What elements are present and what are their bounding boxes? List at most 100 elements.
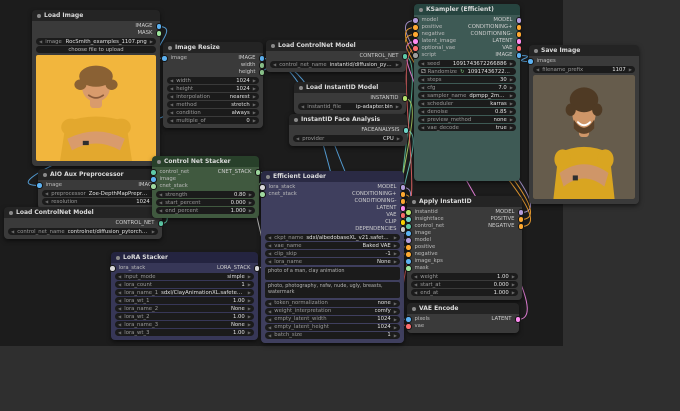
input-port-negative[interactable] bbox=[412, 31, 419, 38]
input-port-script[interactable] bbox=[412, 52, 419, 59]
arrow-left-icon[interactable]: ◀ bbox=[170, 94, 174, 99]
input-port-positive[interactable] bbox=[405, 244, 412, 251]
arrow-right-icon[interactable]: ▶ bbox=[248, 200, 252, 205]
widget-lora_name_1[interactable]: ◀ lora_name_1 sdxl/ClayAnimationXL.safeten… bbox=[115, 289, 254, 296]
widget-lora_name[interactable]: ◀ lora_name None ▶ bbox=[265, 258, 400, 265]
widget-provider[interactable]: ◀ provider CPU ▶ bbox=[293, 135, 403, 142]
arrow-left-icon[interactable]: ◀ bbox=[414, 274, 418, 279]
node-efficient-loader[interactable]: Efficient Loader lora_stack MODEL cnet_stac… bbox=[259, 171, 406, 343]
arrow-left-icon[interactable]: ◀ bbox=[45, 199, 49, 204]
collapse-dot-icon[interactable] bbox=[43, 172, 47, 177]
arrow-right-icon[interactable]: ▶ bbox=[395, 62, 399, 67]
output-port-MODEL[interactable] bbox=[515, 17, 522, 24]
collapse-dot-icon[interactable] bbox=[419, 7, 423, 12]
output-port-CONDITIONING-[interactable] bbox=[515, 31, 522, 38]
arrow-left-icon[interactable]: ◀ bbox=[11, 229, 15, 234]
output-port-CONDITIONING+[interactable] bbox=[399, 191, 406, 198]
refresh-icon[interactable]: ↻ bbox=[460, 68, 465, 75]
output-port-LATENT[interactable] bbox=[399, 205, 406, 212]
node-header[interactable]: Control Net Stacker bbox=[152, 156, 259, 167]
widget-clip_skip[interactable]: ◀ clip_skip -1 ▶ bbox=[265, 250, 400, 257]
output-port-CONDITIONING-[interactable] bbox=[399, 198, 406, 205]
arrow-left-icon[interactable]: ◀ bbox=[268, 332, 272, 338]
arrow-left-icon[interactable]: ◀ bbox=[268, 308, 272, 314]
arrow-right-icon[interactable]: ▶ bbox=[248, 208, 252, 213]
widget-height[interactable]: ◀ height 1024 ▶ bbox=[167, 85, 259, 92]
arrow-right-icon[interactable]: ▶ bbox=[393, 324, 397, 330]
arrow-left-icon[interactable]: ◀ bbox=[414, 282, 418, 287]
input-port-positive[interactable] bbox=[412, 24, 419, 31]
input-port-lora_stack[interactable] bbox=[109, 265, 116, 272]
arrow-left-icon[interactable]: ◀ bbox=[268, 324, 272, 330]
arrow-left-icon[interactable]: ◀ bbox=[421, 125, 425, 130]
output-port-LATENT[interactable] bbox=[514, 316, 521, 323]
node-header[interactable]: Save Image bbox=[529, 45, 639, 56]
widget-empty_latent_height[interactable]: ◀ empty_latent_height 1024 ▶ bbox=[265, 323, 400, 331]
node-image-resize[interactable]: Image Resize image IMAGE width height ◀ width 1… bbox=[161, 42, 265, 128]
arrow-left-icon[interactable]: ◀ bbox=[268, 243, 272, 248]
input-port-latent_image[interactable] bbox=[412, 38, 419, 45]
arrow-right-icon[interactable]: ▶ bbox=[247, 322, 251, 327]
node-load-instantid[interactable]: Load InstantID Model INSTANTID ◀ instantid_… bbox=[294, 82, 408, 114]
widget-batch_size[interactable]: ◀ batch_size 1 ▶ bbox=[265, 331, 400, 339]
widget-steps[interactable]: ◀ steps 30 ▶ bbox=[418, 76, 516, 83]
node-header[interactable]: Load Image bbox=[32, 10, 160, 21]
arrow-left-icon[interactable]: ◀ bbox=[268, 316, 272, 322]
arrow-right-icon[interactable]: ▶ bbox=[247, 274, 251, 279]
widget-multiple_of[interactable]: ◀ multiple_of 0 ▶ bbox=[167, 117, 259, 124]
output-port-MODEL[interactable] bbox=[399, 184, 406, 191]
arrow-left-icon[interactable]: ◀ bbox=[170, 110, 174, 115]
arrow-left-icon[interactable]: ◀ bbox=[118, 282, 122, 287]
node-ksampler[interactable]: KSampler (Efficient) model MODEL positive CO… bbox=[412, 4, 522, 181]
input-port-images[interactable] bbox=[527, 58, 534, 65]
upload-button[interactable]: choose file to upload bbox=[36, 46, 156, 53]
widget-start_percent[interactable]: ◀ start_percent 0.000 ▶ bbox=[156, 199, 255, 206]
arrow-left-icon[interactable]: ◀ bbox=[421, 117, 425, 122]
node-header[interactable]: LoRA Stacker bbox=[111, 252, 258, 263]
arrow-left-icon[interactable]: ◀ bbox=[170, 102, 174, 107]
arrow-left-icon[interactable]: ◀ bbox=[268, 259, 272, 264]
arrow-right-icon[interactable]: ▶ bbox=[247, 306, 251, 311]
widget-ckpt_name[interactable]: ◀ckpt_namesdxl/albedobaseXL_v21.safetens… bbox=[265, 234, 400, 241]
input-port-image[interactable] bbox=[405, 230, 412, 237]
arrow-left-icon[interactable]: ◀ bbox=[118, 306, 122, 311]
node-header[interactable]: Load ControlNet Model bbox=[4, 207, 162, 218]
output-port-NEGATIVE[interactable] bbox=[517, 223, 524, 230]
node-load-image[interactable]: Load Image IMAGE MASK ◀ image RocSmith_exampl… bbox=[32, 10, 162, 166]
widget-empty_latent_width[interactable]: ◀ empty_latent_width 1024 ▶ bbox=[265, 315, 400, 323]
node-face-analysis[interactable]: InstantID Face Analysis FACEANALYSIS ◀ prov… bbox=[289, 114, 409, 146]
arrow-right-icon[interactable]: ▶ bbox=[247, 330, 251, 335]
collapse-dot-icon[interactable] bbox=[294, 117, 298, 122]
widget-preview_method[interactable]: ◀ preview_method none ▶ bbox=[418, 116, 516, 123]
arrow-left-icon[interactable]: ◀ bbox=[414, 290, 418, 295]
input-port-optional_vae[interactable] bbox=[412, 45, 419, 52]
collapse-dot-icon[interactable] bbox=[37, 13, 41, 18]
arrow-left-icon[interactable]: ◀ bbox=[268, 235, 272, 240]
collapse-dot-icon[interactable] bbox=[168, 45, 172, 50]
arrow-right-icon[interactable]: ▶ bbox=[252, 78, 256, 83]
arrow-left-icon[interactable]: ◀ bbox=[45, 191, 49, 196]
arrow-right-icon[interactable]: ▶ bbox=[509, 101, 513, 106]
node-cn-stacker[interactable]: Control Net Stacker control_net CNET_STACK… bbox=[150, 156, 261, 218]
output-port-MODEL[interactable] bbox=[517, 209, 524, 216]
dice-icon[interactable]: ⚁ bbox=[421, 68, 426, 75]
node-apply-instantid[interactable]: Apply InstantID instantid MODEL insightface… bbox=[405, 196, 524, 300]
arrow-left-icon[interactable]: ◀ bbox=[421, 93, 425, 98]
output-port-INSTANTID[interactable] bbox=[401, 95, 408, 102]
collapse-dot-icon[interactable] bbox=[534, 48, 538, 53]
input-port-vae[interactable] bbox=[405, 323, 412, 330]
widget-lora_wt_2[interactable]: ◀ lora_wt_2 1.00 ▶ bbox=[115, 313, 254, 320]
arrow-right-icon[interactable]: ▶ bbox=[393, 300, 397, 306]
arrow-right-icon[interactable]: ▶ bbox=[393, 243, 397, 248]
arrow-left-icon[interactable]: ◀ bbox=[296, 136, 300, 141]
arrow-left-icon[interactable]: ◀ bbox=[118, 322, 122, 327]
node-header[interactable]: Efficient Loader bbox=[261, 171, 404, 182]
arrow-right-icon[interactable]: ▶ bbox=[395, 104, 399, 109]
collapse-dot-icon[interactable] bbox=[412, 199, 416, 204]
input-port-lora_stack[interactable] bbox=[259, 184, 266, 191]
arrow-left-icon[interactable]: ◀ bbox=[273, 62, 277, 67]
arrow-right-icon[interactable]: ▶ bbox=[247, 290, 251, 295]
input-port-model[interactable] bbox=[405, 237, 412, 244]
arrow-right-icon[interactable]: ▶ bbox=[248, 192, 252, 197]
